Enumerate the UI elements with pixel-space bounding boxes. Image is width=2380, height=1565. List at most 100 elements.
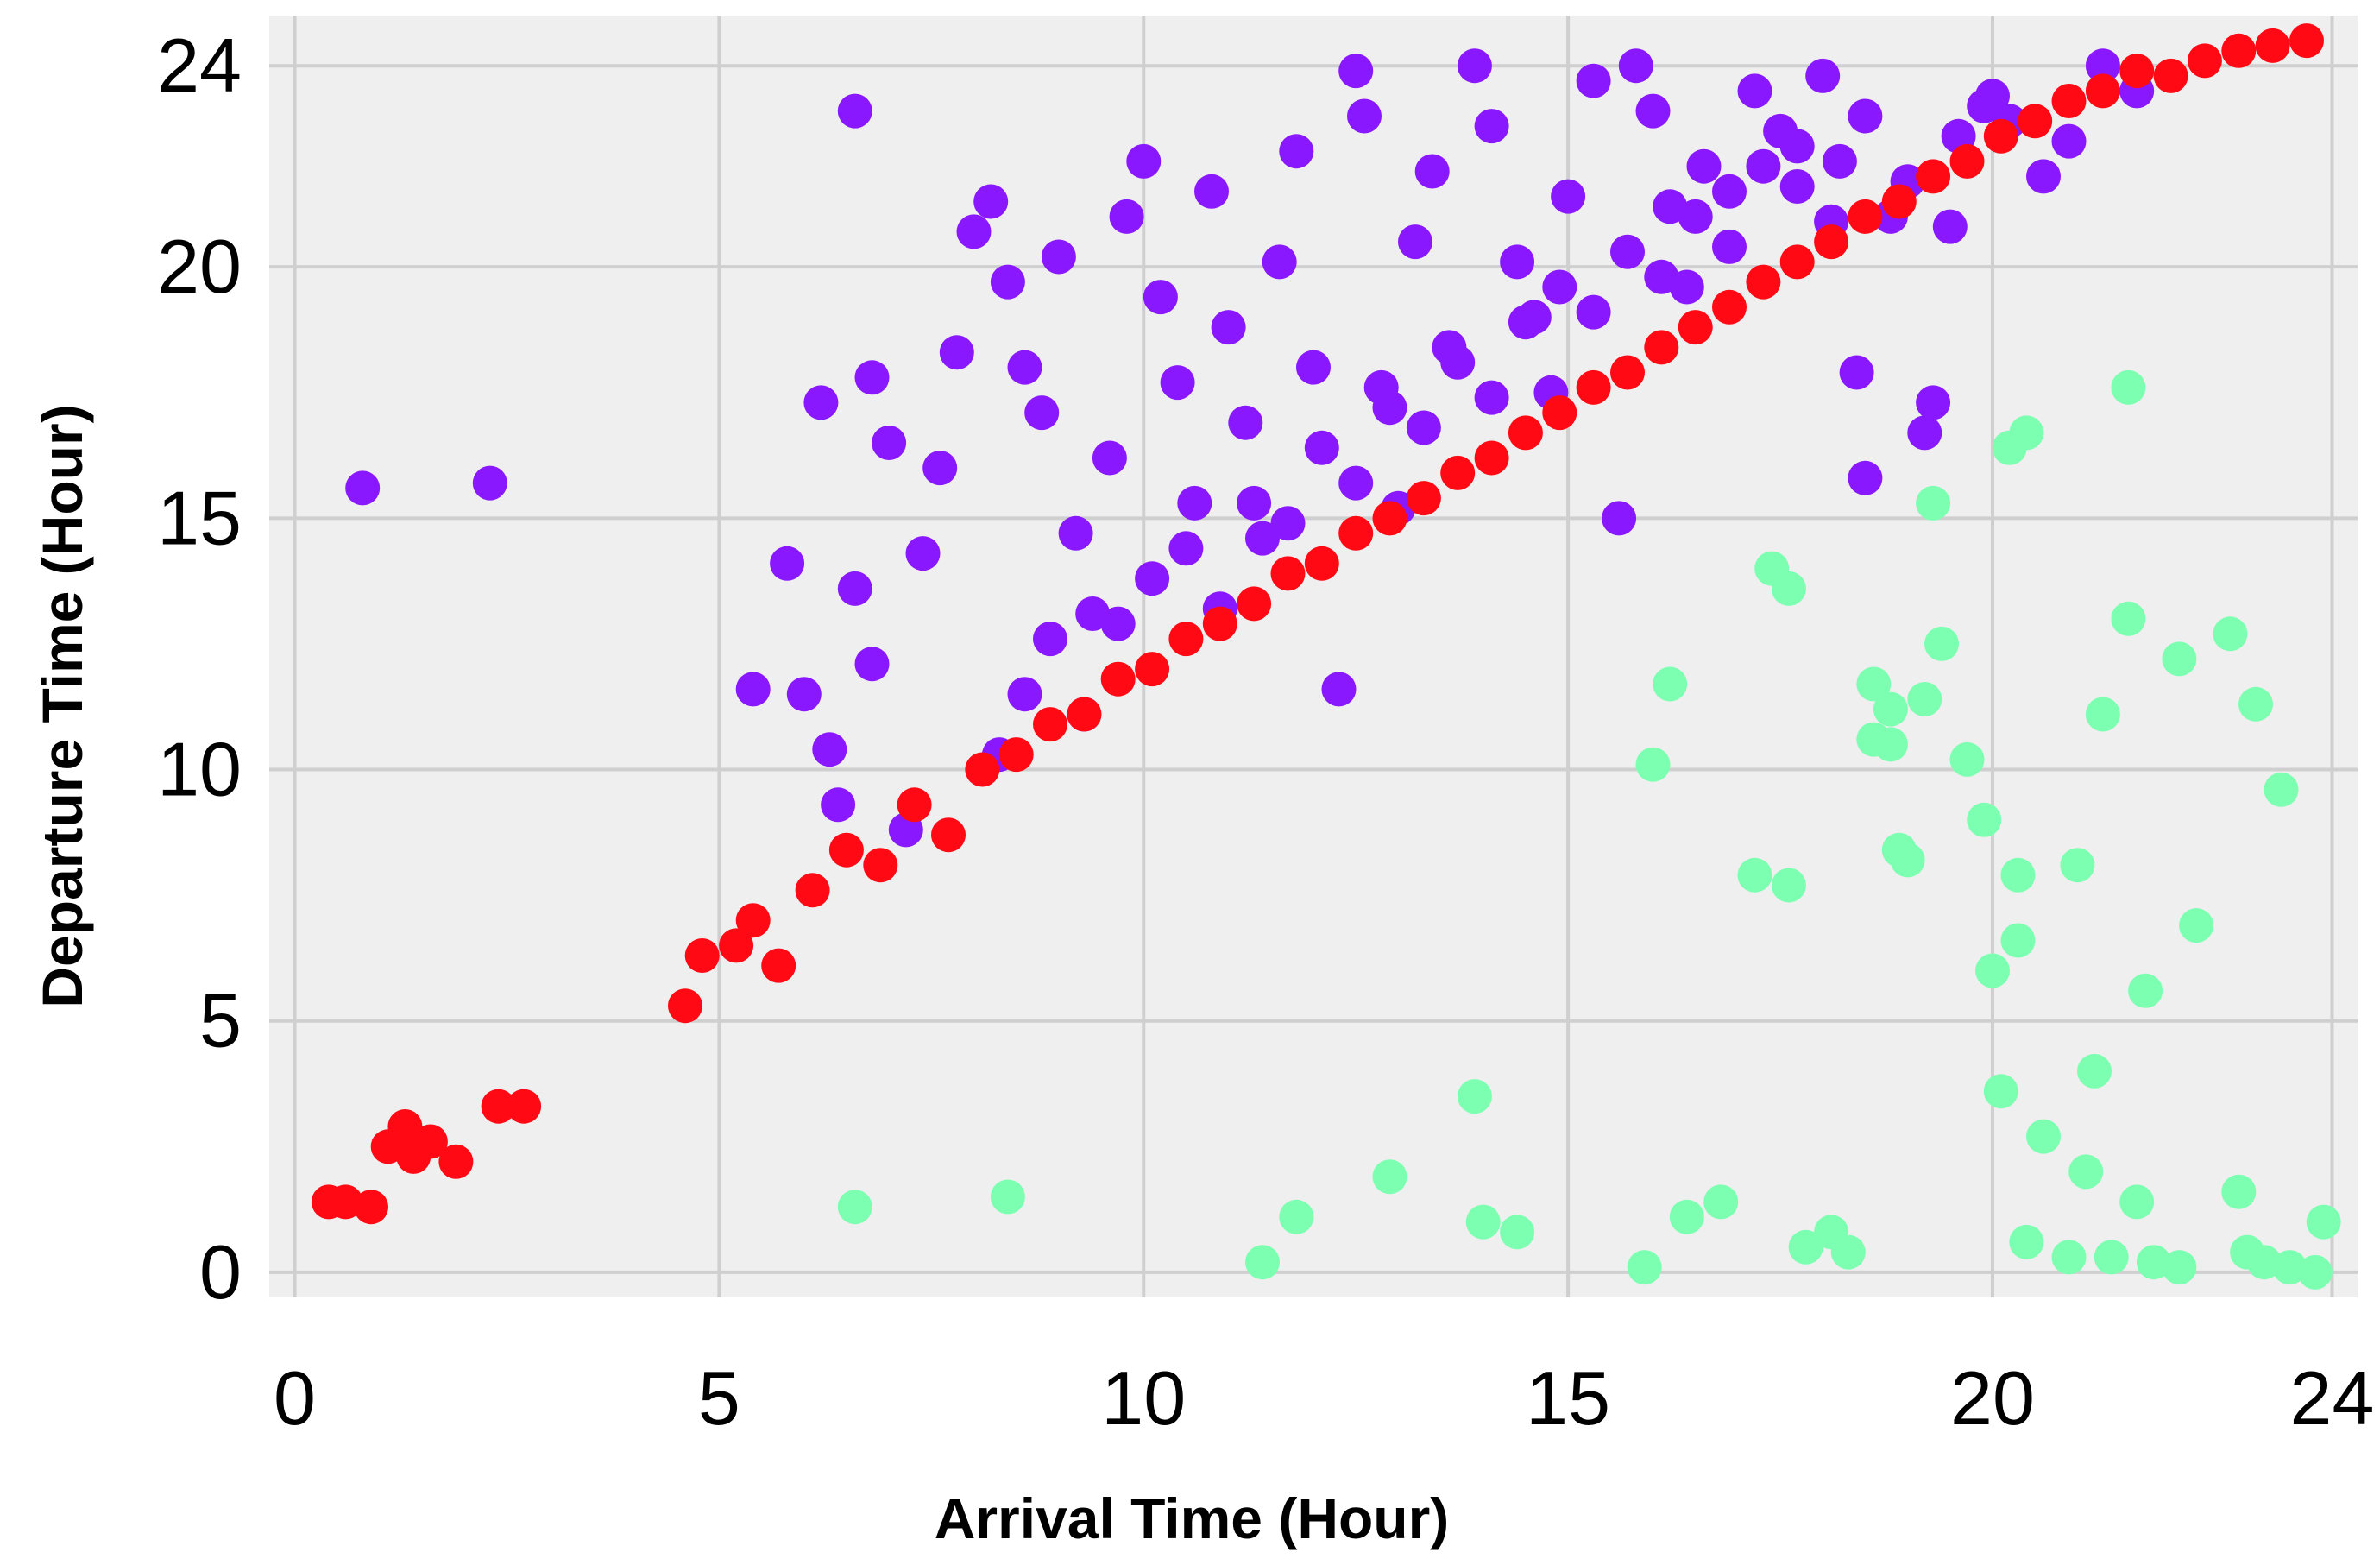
data-point: [863, 848, 898, 883]
data-point: [354, 1190, 388, 1225]
data-point: [1551, 179, 1586, 214]
data-point: [1779, 129, 1815, 164]
data-point: [2051, 123, 2087, 159]
data-point: [735, 903, 771, 938]
y-axis-title: Departure Time (Hour): [30, 404, 94, 1007]
data-point: [2026, 159, 2061, 194]
data-point: [1160, 365, 1195, 401]
data-point: [931, 817, 966, 853]
data-point: [2085, 48, 2120, 84]
data-point: [2077, 1053, 2112, 1089]
data-point: [1143, 280, 1178, 315]
data-point: [956, 214, 992, 249]
data-point: [1338, 54, 1374, 89]
data-point: [507, 1089, 542, 1124]
data-point: [1465, 1204, 1501, 1240]
data-point: [1304, 546, 1339, 581]
data-point: [1406, 481, 1441, 516]
data-point: [1414, 154, 1450, 189]
data-point: [2221, 33, 2257, 68]
data-point: [1712, 174, 1747, 209]
data-point: [1712, 289, 1747, 325]
data-point: [1678, 310, 1713, 345]
data-point: [1805, 58, 1841, 93]
data-point: [998, 737, 1034, 773]
data-point: [1007, 350, 1042, 385]
data-point: [1202, 606, 1237, 641]
data-point: [1474, 109, 1509, 144]
data-point: [1135, 652, 1170, 687]
y-tick-label: 15: [157, 475, 242, 560]
data-point: [1576, 63, 1611, 98]
data-point: [1168, 531, 1204, 566]
data-point: [1907, 682, 1942, 716]
data-point: [897, 787, 932, 823]
data-point: [2119, 54, 2155, 89]
data-point: [854, 360, 890, 395]
data-point: [1372, 501, 1407, 536]
data-point: [1109, 199, 1144, 234]
data-point: [1737, 73, 1772, 109]
data-point: [1245, 521, 1280, 556]
data-point: [2000, 923, 2036, 958]
data-point: [761, 948, 796, 983]
data-point: [1228, 405, 1263, 440]
data-point: [1814, 224, 1849, 260]
data-point: [472, 465, 507, 501]
data-point: [1237, 485, 1272, 521]
data-point: [1712, 229, 1747, 264]
data-point: [2297, 1254, 2333, 1290]
data-point: [2153, 58, 2188, 93]
data-point: [821, 787, 856, 823]
data-point: [1100, 606, 1136, 641]
data-point: [872, 426, 907, 460]
data-point: [1245, 1245, 1280, 1280]
data-point: [1321, 672, 1357, 707]
data-point: [1007, 677, 1042, 712]
data-point: [1177, 485, 1212, 521]
x-tick-label: 5: [698, 1355, 740, 1441]
data-point: [1618, 48, 1653, 84]
data-point: [812, 732, 847, 767]
data-point: [1975, 79, 2010, 114]
data-point: [438, 1144, 474, 1179]
data-point: [1576, 369, 1611, 405]
data-point: [1126, 143, 1162, 179]
data-point: [2085, 697, 2120, 732]
data-point: [719, 928, 754, 963]
data-point: [1168, 622, 1204, 657]
data-points: [311, 23, 2341, 1290]
data-point: [2162, 1250, 2197, 1285]
data-point: [837, 93, 872, 129]
data-point: [939, 335, 974, 370]
data-point: [2009, 1224, 2044, 1259]
data-point: [1372, 1159, 1407, 1195]
data-point: [2051, 1240, 2087, 1275]
data-point: [684, 938, 720, 973]
data-point: [1033, 622, 1067, 657]
x-tick-label: 24: [2290, 1355, 2375, 1441]
data-point: [1092, 440, 1127, 476]
data-point: [1610, 234, 1645, 269]
data-point: [1474, 440, 1509, 476]
data-point: [2068, 1154, 2104, 1190]
x-axis-title: Arrival Time (Hour): [935, 1486, 1450, 1550]
data-point: [1457, 1079, 1492, 1114]
data-point: [2085, 73, 2120, 109]
data-point: [1839, 355, 1874, 390]
data-point: [2060, 848, 2095, 883]
data-point: [1474, 380, 1509, 415]
data-point: [2221, 1174, 2257, 1209]
data-point: [2289, 23, 2324, 59]
data-point: [1873, 691, 1908, 727]
data-point: [1058, 515, 1093, 551]
data-point: [1508, 415, 1543, 451]
data-point: [828, 832, 864, 868]
data-point: [1949, 741, 1985, 777]
data-point: [803, 385, 839, 420]
data-point: [1924, 626, 1959, 661]
data-point: [1949, 143, 1985, 179]
data-point: [965, 752, 1000, 787]
y-tick-label: 10: [157, 727, 242, 812]
data-point: [2264, 772, 2299, 807]
